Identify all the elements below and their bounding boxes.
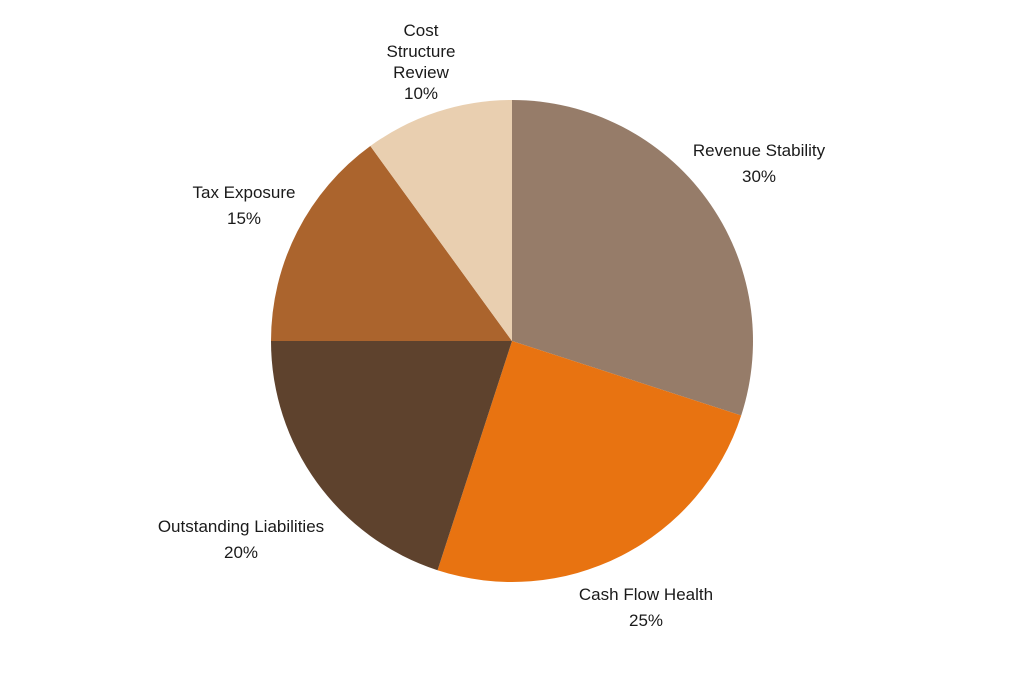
- pie-labels: Revenue Stability 30% Cash Flow Health 25% O…: [158, 21, 826, 630]
- pie-label-name: Outstanding Liabilities: [158, 517, 324, 536]
- pie-label-tax-exposure: Tax Exposure 15%: [193, 183, 296, 228]
- pie-slice-cost-structure-review: [370, 100, 512, 341]
- pie-label-name: Tax Exposure: [193, 183, 296, 202]
- pie-slice-revenue-stability: [512, 100, 753, 416]
- pie-slices: [271, 100, 753, 582]
- pie-label-percent: 10%: [404, 84, 438, 103]
- pie-slice-tax-exposure: [271, 146, 512, 341]
- pie-label-percent: 20%: [224, 543, 258, 562]
- pie-label-name: Review: [393, 63, 449, 82]
- pie-label-cost-structure-review: Cost Structure Review 10%: [387, 21, 456, 103]
- pie-label-name: Cost: [404, 21, 439, 40]
- pie-label-name: Revenue Stability: [693, 141, 826, 160]
- pie-label-percent: 25%: [629, 611, 663, 630]
- pie-label-name: Structure: [387, 42, 456, 61]
- pie-label-name: Cash Flow Health: [579, 585, 713, 604]
- pie-slice-cash-flow-health: [437, 341, 742, 582]
- pie-label-percent: 15%: [227, 209, 261, 228]
- pie-label-revenue-stability: Revenue Stability 30%: [693, 141, 826, 186]
- pie-label-outstanding-liabilities: Outstanding Liabilities 20%: [158, 517, 324, 562]
- pie-label-cash-flow-health: Cash Flow Health 25%: [579, 585, 713, 630]
- pie-label-percent: 30%: [742, 167, 776, 186]
- pie-slice-outstanding-liabilities: [271, 341, 512, 571]
